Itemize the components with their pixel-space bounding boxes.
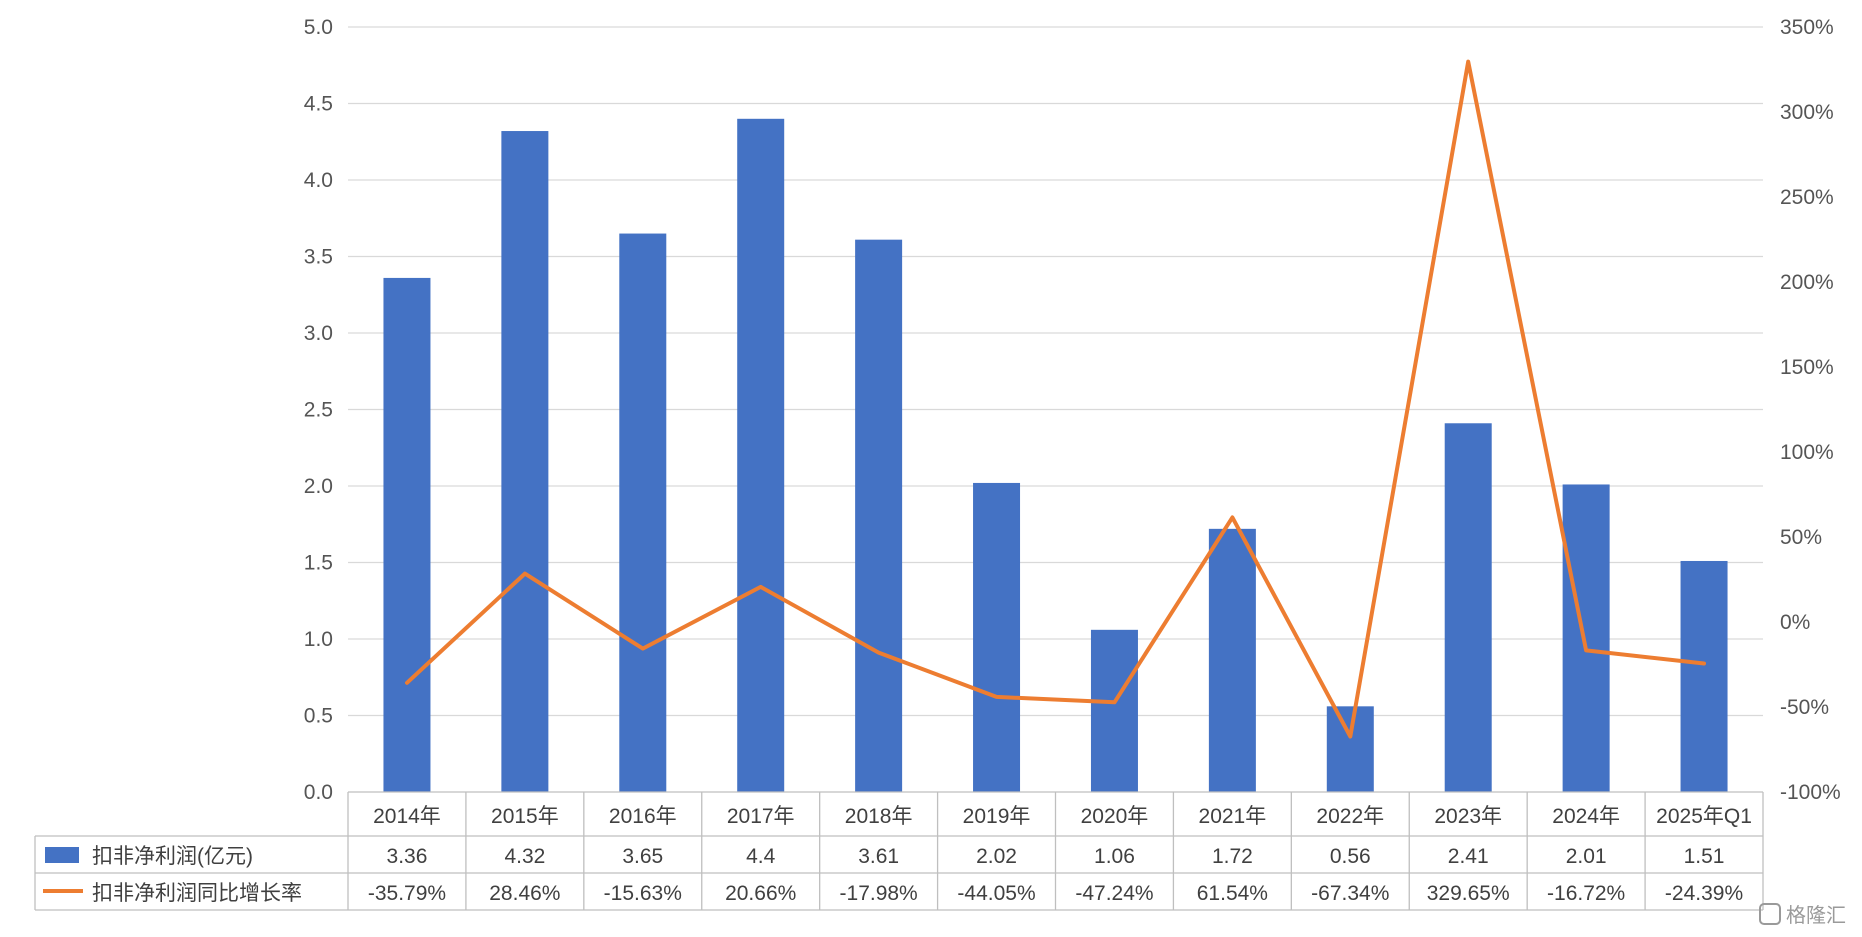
bar-value-cell: 1.06	[1094, 845, 1135, 868]
bar-value-cell: 2.41	[1448, 845, 1489, 868]
growth-value-cell: 329.65%	[1427, 882, 1510, 905]
category-label: 2019年	[963, 805, 1031, 828]
right-tick-label: 200%	[1780, 271, 1834, 294]
bar	[1208, 528, 1256, 792]
right-tick-label: 350%	[1780, 16, 1834, 39]
bar	[501, 131, 549, 793]
growth-value-cell: -15.63%	[604, 882, 682, 905]
left-axis-ticks: 0.0 0.5 1.0 1.5 2.0 2.5 3.0 3.5 4.0 4.5 5.0	[304, 16, 333, 804]
left-tick-label: 4.5	[304, 93, 333, 116]
growth-value-cell: -44.05%	[957, 882, 1035, 905]
bar	[1680, 560, 1728, 792]
category-label: 2014年	[373, 805, 441, 828]
bar	[383, 277, 431, 792]
right-tick-label: 50%	[1780, 526, 1822, 549]
data-table: 2014年 2015年 2016年 2017年 2018年 2019年 2020年 2021年…	[34, 791, 1764, 911]
growth-value-cell: 20.66%	[725, 882, 796, 905]
growth-value-cell: -67.34%	[1311, 882, 1389, 905]
bar-value-cell: 1.72	[1212, 845, 1253, 868]
growth-value-cell: -17.98%	[840, 882, 918, 905]
category-label: 2025年Q1	[1656, 805, 1752, 828]
bar-value-cell: 3.36	[387, 845, 428, 868]
category-label: 2015年	[491, 805, 559, 828]
watermark: 格隆汇	[1759, 903, 1846, 927]
right-tick-label: -50%	[1780, 696, 1829, 719]
left-tick-label: 5.0	[304, 16, 333, 39]
left-tick-label: 4.0	[304, 169, 333, 192]
gridlines	[348, 26, 1763, 717]
growth-value-cell: -47.24%	[1075, 882, 1153, 905]
legend-bar-swatch-icon	[45, 847, 79, 863]
left-tick-label: 3.5	[304, 246, 333, 269]
legend-bar-label: 扣非净利润(亿元)	[92, 845, 253, 868]
category-label: 2021年	[1199, 805, 1267, 828]
bar-value-cell: 2.01	[1566, 845, 1607, 868]
category-label: 2020年	[1081, 805, 1149, 828]
right-tick-label: 150%	[1780, 356, 1834, 379]
line-series	[405, 59, 1706, 739]
growth-value-cell: 28.46%	[489, 882, 560, 905]
right-axis-ticks: -100% -50% 0% 50% 100% 150% 200% 250% 300% 350%	[1780, 16, 1841, 804]
legend-line-label: 扣非净利润同比增长率	[92, 882, 302, 905]
right-tick-label: -100%	[1780, 781, 1841, 804]
bar-value-cell: 1.51	[1684, 845, 1725, 868]
bar	[855, 239, 903, 793]
watermark-text: 格隆汇	[1786, 904, 1846, 927]
growth-value-cell: -24.39%	[1665, 882, 1743, 905]
watermark-logo-icon	[1759, 903, 1781, 925]
right-tick-label: 250%	[1780, 186, 1834, 209]
bar	[1326, 706, 1374, 792]
left-tick-label: 1.0	[304, 628, 333, 651]
bar	[1562, 484, 1610, 792]
left-tick-label: 2.0	[304, 475, 333, 498]
right-tick-label: 300%	[1780, 101, 1834, 124]
growth-value-cell: -35.79%	[368, 882, 446, 905]
left-tick-label: 3.0	[304, 322, 333, 345]
bar-value-cell: 4.32	[504, 845, 545, 868]
right-tick-label: 0%	[1780, 611, 1810, 634]
category-label: 2018年	[845, 805, 913, 828]
bar	[619, 233, 667, 793]
left-tick-label: 1.5	[304, 552, 333, 575]
growth-value-cell: 61.54%	[1197, 882, 1268, 905]
bar	[1444, 423, 1492, 792]
bar	[973, 482, 1021, 792]
right-tick-label: 100%	[1780, 441, 1834, 464]
category-label: 2016年	[609, 805, 677, 828]
bar-value-cell: 0.56	[1330, 845, 1371, 868]
category-label: 2022年	[1316, 805, 1384, 828]
category-label: 2024年	[1552, 805, 1620, 828]
left-tick-label: 2.5	[304, 399, 333, 422]
bar-value-cell: 2.02	[976, 845, 1017, 868]
bar	[1090, 629, 1138, 792]
left-tick-label: 0.5	[304, 705, 333, 728]
category-label: 2017年	[727, 805, 795, 828]
bar-value-cell: 3.61	[858, 845, 899, 868]
growth-line	[405, 59, 1706, 739]
bar-value-cell: 4.4	[746, 845, 776, 868]
bar	[737, 118, 785, 793]
left-tick-label: 0.0	[304, 781, 333, 804]
category-label: 2023年	[1434, 805, 1502, 828]
bar-series	[383, 118, 1728, 793]
bar-value-cell: 3.65	[622, 845, 663, 868]
growth-value-cell: -16.72%	[1547, 882, 1625, 905]
